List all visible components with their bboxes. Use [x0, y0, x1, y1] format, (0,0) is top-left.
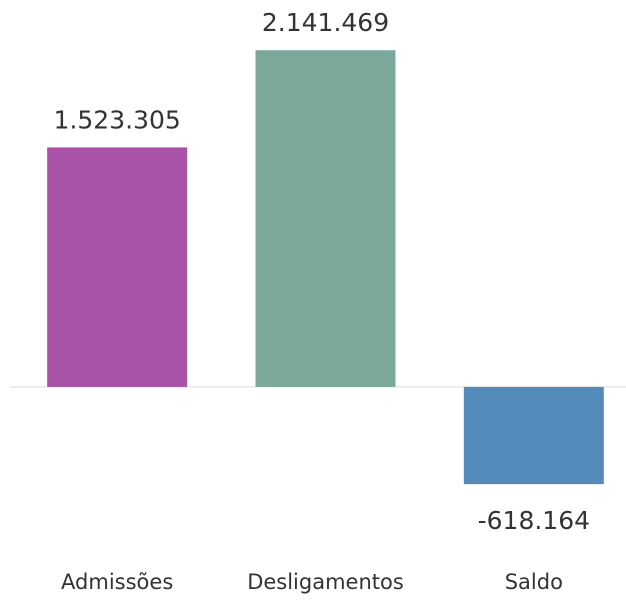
- bar: [463, 386, 604, 485]
- x-tick-label: Admissões: [61, 570, 173, 594]
- bar: [255, 50, 396, 387]
- value-label: 2.141.469: [262, 8, 389, 37]
- x-tick-label: Desligamentos: [247, 570, 404, 594]
- bar: [47, 147, 188, 387]
- x-tick-label: Saldo: [505, 570, 563, 594]
- value-label: -618.164: [478, 506, 590, 535]
- value-label: 1.523.305: [54, 105, 181, 134]
